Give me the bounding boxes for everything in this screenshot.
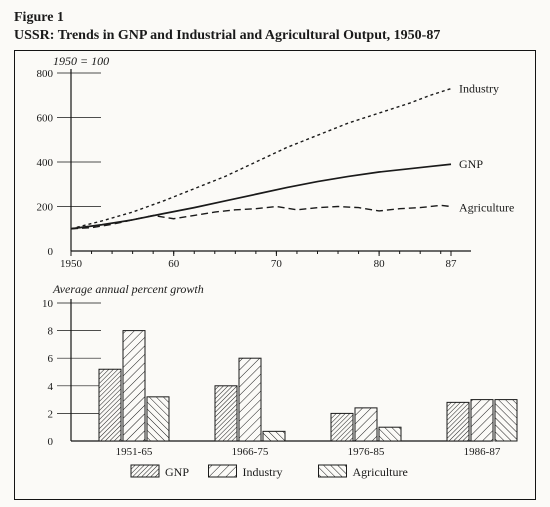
bar-category: 1966-75 bbox=[232, 446, 269, 458]
bar-industry bbox=[123, 331, 145, 441]
bar-ytick: 4 bbox=[48, 381, 54, 393]
line-ytick: 600 bbox=[37, 113, 54, 125]
legend-swatch bbox=[209, 465, 237, 477]
series-gnp bbox=[71, 164, 451, 229]
bar-agriculture bbox=[147, 397, 169, 441]
bar-gnp bbox=[447, 402, 469, 441]
chart-svg: 1950 = 1002004006008000195060708087Indus… bbox=[15, 51, 535, 499]
bar-ytick: 2 bbox=[48, 408, 54, 420]
series-label: Agriculture bbox=[459, 201, 514, 215]
bar-ytick: 8 bbox=[48, 326, 54, 338]
figure-title: USSR: Trends in GNP and Industrial and A… bbox=[14, 28, 536, 44]
legend-label: Industry bbox=[243, 465, 283, 479]
line-ytick: 0 bbox=[48, 246, 54, 258]
figure-number: Figure 1 bbox=[14, 10, 536, 26]
line-xtick: 1950 bbox=[60, 258, 83, 270]
line-chart-subtitle: 1950 = 100 bbox=[53, 54, 109, 68]
line-xtick: 60 bbox=[168, 258, 180, 270]
bar-chart-subtitle: Average annual percent growth bbox=[52, 282, 204, 296]
bar-category: 1976-85 bbox=[348, 446, 385, 458]
line-ytick: 400 bbox=[37, 157, 54, 169]
bar-industry bbox=[471, 400, 493, 441]
legend-label: GNP bbox=[165, 465, 189, 479]
bar-agriculture bbox=[263, 431, 285, 441]
line-ytick: 200 bbox=[37, 202, 54, 214]
line-xtick: 80 bbox=[374, 258, 386, 270]
legend-swatch bbox=[319, 465, 347, 477]
bar-ytick: 6 bbox=[48, 353, 54, 365]
bar-ytick: 10 bbox=[42, 298, 54, 310]
line-ytick: 800 bbox=[37, 68, 54, 80]
series-label: GNP bbox=[459, 157, 483, 171]
bar-category: 1986-87 bbox=[464, 446, 501, 458]
legend-label: Agriculture bbox=[353, 465, 408, 479]
bar-industry bbox=[355, 408, 377, 441]
chart-frame: 1950 = 1002004006008000195060708087Indus… bbox=[14, 50, 536, 500]
line-xtick: 87 bbox=[446, 258, 458, 270]
legend-swatch bbox=[131, 465, 159, 477]
series-label: Industry bbox=[459, 82, 499, 96]
bar-ytick: 0 bbox=[48, 436, 54, 448]
bar-agriculture bbox=[495, 400, 517, 441]
bar-industry bbox=[239, 358, 261, 441]
bar-gnp bbox=[215, 386, 237, 441]
bar-gnp bbox=[99, 369, 121, 441]
line-xtick: 70 bbox=[271, 258, 283, 270]
bar-gnp bbox=[331, 413, 353, 441]
series-agriculture bbox=[71, 205, 451, 228]
bar-category: 1951-65 bbox=[116, 446, 153, 458]
bar-agriculture bbox=[379, 427, 401, 441]
